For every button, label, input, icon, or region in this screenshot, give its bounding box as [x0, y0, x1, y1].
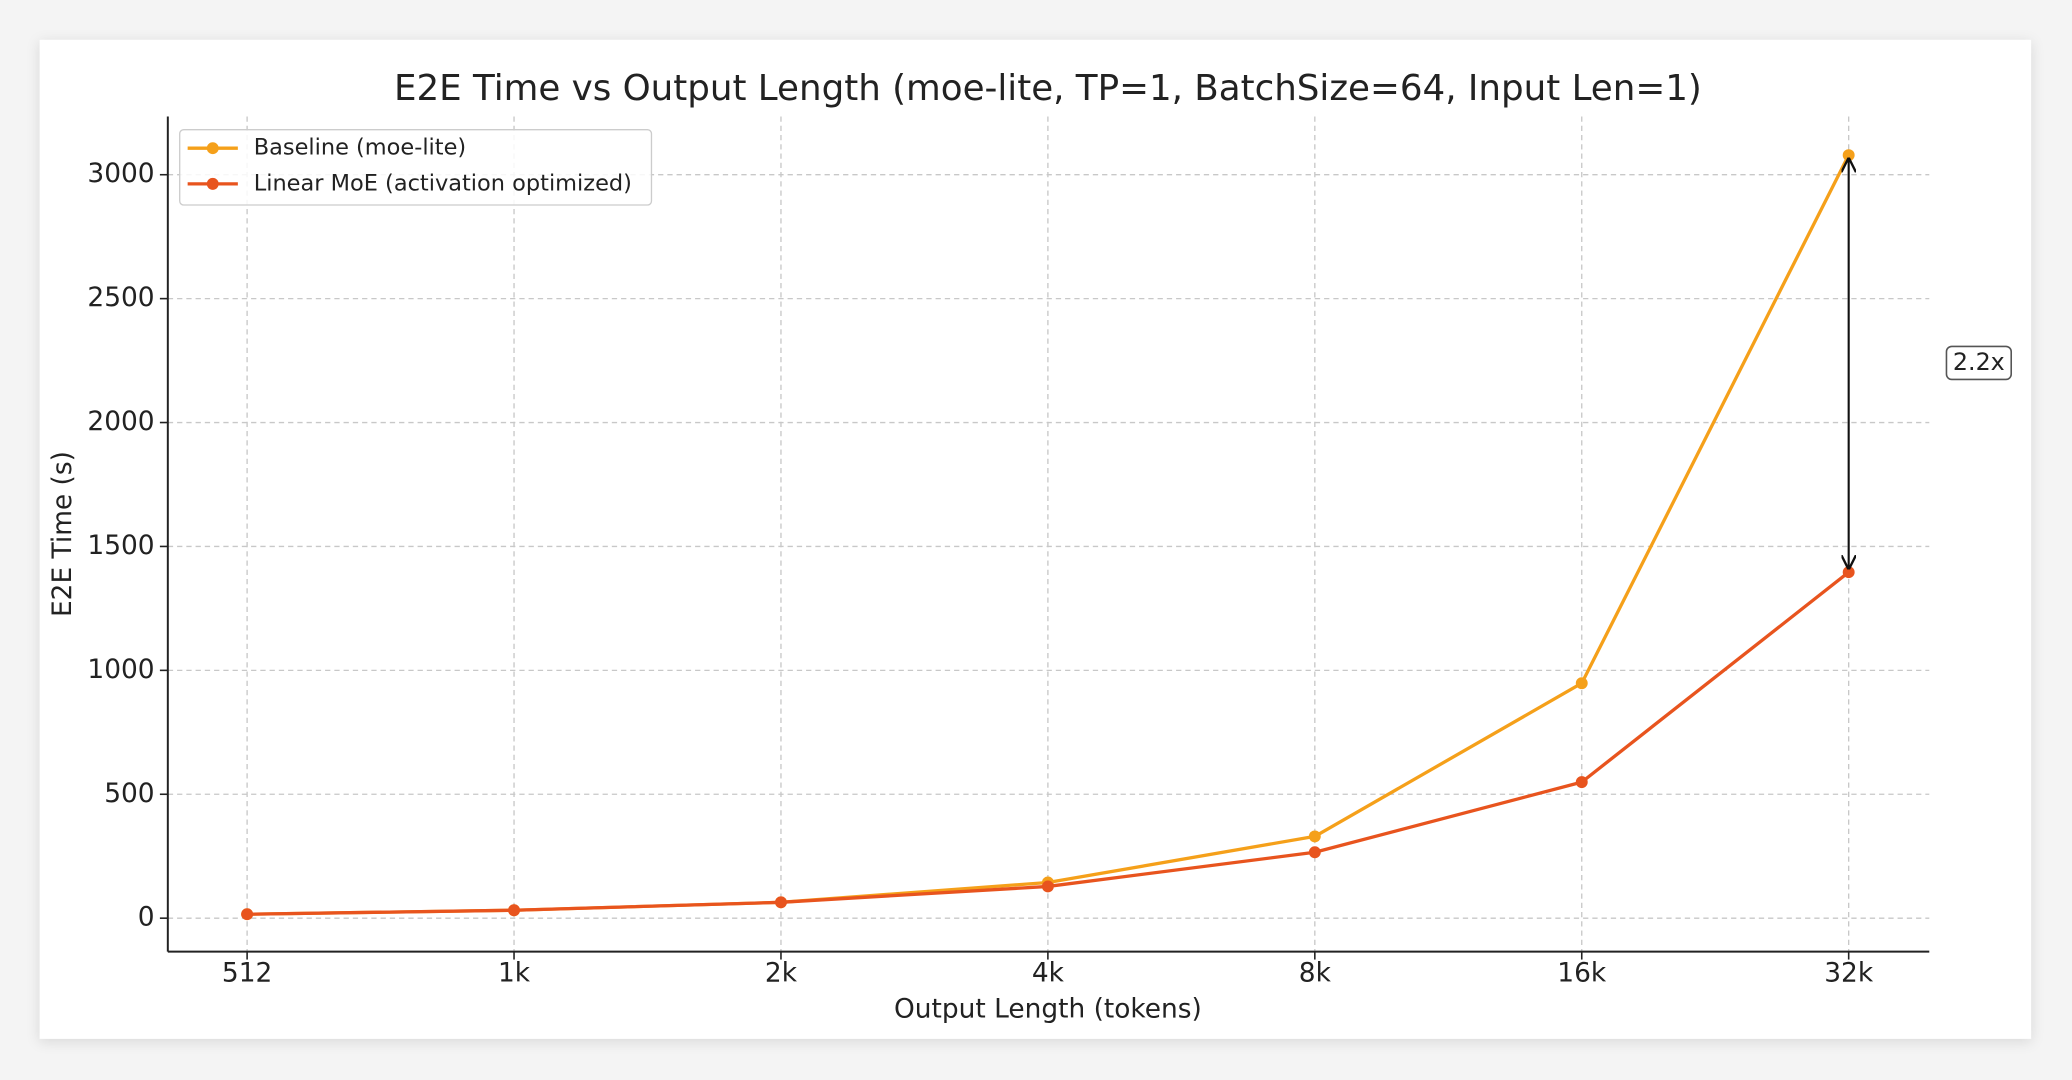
grid: 0 500 1000 1500 2000 2500 3000 512 1k 2k 4k 8k 16k 32… [87, 116, 1930, 989]
annotation: 2.2x [1953, 348, 2005, 376]
x-tick-label: 1k [498, 958, 531, 989]
y-axis-label: E2E Time (s) [47, 451, 78, 617]
data-point [1308, 830, 1321, 843]
y-tick-label: 2000 [87, 406, 154, 437]
data-point [241, 908, 254, 921]
annotation-box [1945, 345, 2013, 381]
legend-label: Baseline (moe-lite) [254, 135, 466, 161]
data-point [1575, 776, 1588, 789]
y-tick-label: 1500 [87, 530, 154, 561]
data-point [508, 904, 520, 917]
y-tick-label: 1000 [87, 654, 154, 685]
data-point [1575, 677, 1588, 690]
x-axis-label: Output Length (tokens) [894, 993, 1202, 1024]
x-tick-label: 2k [765, 958, 798, 989]
x-tick-label: 4k [1032, 958, 1065, 989]
x-tick-label: 32k [1824, 958, 1874, 989]
legend-label: Linear MoE (activation optimized) [254, 170, 632, 196]
data-point [775, 896, 787, 909]
y-tick-label: 0 [138, 902, 155, 933]
card [39, 39, 2032, 1039]
legend-box [179, 129, 653, 206]
legend-marker [206, 142, 219, 155]
chart-title: E2E Time vs Output Length (moe-lite, TP=… [394, 68, 1702, 109]
y-tick-label: 500 [104, 778, 154, 809]
legend: Baseline (moe-lite) Linear MoE (activatio… [179, 129, 653, 206]
legend-marker [206, 177, 219, 190]
data-point [1308, 846, 1321, 859]
x-tick-label: 8k [1299, 958, 1332, 989]
y-tick-label: 2500 [87, 282, 154, 313]
y-tick-label: 3000 [87, 158, 154, 189]
x-tick-label: 512 [222, 958, 272, 989]
plot: 2.2x Baseline (moe-lite) Linear MoE (activ… [179, 129, 2013, 921]
data-point [1041, 880, 1054, 893]
x-tick-label: 16k [1557, 958, 1607, 989]
